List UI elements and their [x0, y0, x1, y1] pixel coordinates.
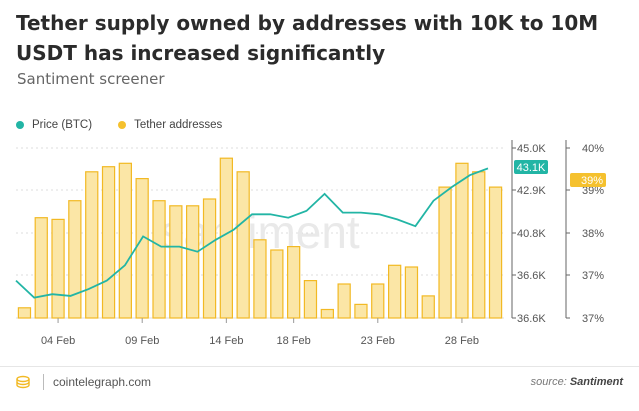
- price-current-badge: [514, 160, 548, 174]
- tether-bar: [404, 266, 419, 319]
- x-tick-label: 23 Feb: [361, 335, 395, 347]
- price-line: [15, 167, 489, 299]
- footer-divider: [0, 366, 639, 367]
- tether-bar: [236, 171, 250, 319]
- tether-current-badge: [570, 173, 606, 187]
- tether-bar: [118, 162, 133, 319]
- y-left-tick-label: 40.8K: [517, 228, 546, 240]
- tether-bar: [371, 283, 385, 319]
- tether-bar: [320, 308, 334, 319]
- tether-bar: [34, 217, 48, 319]
- y-left-tick-label: 42.9K: [517, 185, 546, 197]
- tether-bar: [270, 249, 284, 319]
- price-current-label: 43.1K: [517, 162, 546, 174]
- chart-title: Tether supply owned by addresses with 10…: [16, 11, 599, 65]
- tether-bar: [354, 303, 368, 319]
- source-credit: source: Santiment: [531, 376, 623, 388]
- y-right-tick-label: 37%: [582, 270, 604, 282]
- x-tick-label: 14 Feb: [209, 335, 243, 347]
- y-right-tick-label: 38%: [582, 228, 604, 240]
- tether-bar: [488, 186, 503, 319]
- tether-bar: [135, 178, 149, 319]
- legend-label-price: Price (BTC): [32, 119, 93, 131]
- x-tick-label: 18 Feb: [277, 335, 311, 347]
- chart-subtitle: Santiment screener: [17, 70, 165, 88]
- tether-bar: [421, 295, 435, 319]
- y-left-tick-label: 36.6K: [517, 313, 546, 325]
- tether-bar: [101, 166, 116, 319]
- brand-name: cointelegraph.com: [53, 375, 152, 389]
- source-name: Santiment: [569, 376, 623, 388]
- x-tick-label: 04 Feb: [41, 335, 75, 347]
- tether-bar: [337, 283, 351, 319]
- legend-item-price: Price (BTC): [16, 119, 92, 131]
- y-right-tick-label: 40%: [582, 143, 604, 155]
- legend-item-tether: Tether addresses: [118, 119, 222, 131]
- legend-swatch-tether: [118, 121, 127, 129]
- brand: cointelegraph.com: [16, 374, 151, 390]
- tether-bar: [17, 307, 32, 319]
- legend-label-tether: Tether addresses: [134, 119, 223, 131]
- x-tick-label: 28 Feb: [445, 335, 479, 347]
- tether-current-label: 39%: [581, 175, 603, 187]
- tether-bar: [455, 162, 469, 319]
- cointelegraph-logo-icon: [16, 375, 30, 389]
- chart-legend: Price (BTC) Tether addresses: [16, 119, 222, 131]
- tether-bar: [253, 239, 267, 319]
- tether-bar: [85, 171, 99, 319]
- tether-bar: [68, 200, 82, 319]
- y-left-tick-label: 36.6K: [517, 270, 546, 282]
- tether-bar: [388, 264, 402, 319]
- tether-bar: [438, 186, 452, 319]
- tether-bar: [219, 157, 234, 319]
- source-prefix: source:: [530, 376, 570, 388]
- tether-bar: [287, 246, 301, 319]
- tether-bar: [202, 198, 217, 319]
- y-left-tick-label: 45.0K: [517, 143, 546, 155]
- tether-bar: [51, 218, 65, 319]
- tether-bar: [303, 280, 318, 319]
- tether-bar: [472, 171, 486, 319]
- tether-bar: [186, 205, 200, 319]
- y-right-tick-label: 39%: [582, 185, 604, 197]
- brand-divider: [43, 374, 44, 390]
- legend-swatch-price: [16, 121, 24, 129]
- x-tick-label: 09 Feb: [125, 335, 159, 347]
- y-right-tick-label: 37%: [582, 313, 604, 325]
- tether-bar: [169, 205, 183, 319]
- tether-bar: [152, 200, 166, 319]
